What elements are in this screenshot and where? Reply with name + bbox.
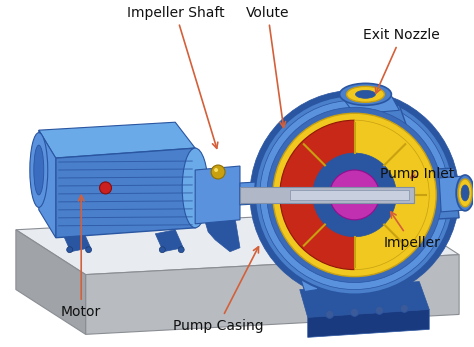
Polygon shape bbox=[56, 148, 195, 238]
Circle shape bbox=[255, 95, 454, 295]
Polygon shape bbox=[16, 210, 459, 274]
Circle shape bbox=[178, 247, 184, 253]
Polygon shape bbox=[240, 180, 295, 205]
Circle shape bbox=[375, 306, 383, 314]
Bar bbox=[290, 190, 410, 200]
Ellipse shape bbox=[346, 86, 384, 102]
Text: Pump Inlet: Pump Inlet bbox=[380, 167, 454, 180]
Circle shape bbox=[273, 113, 436, 277]
Polygon shape bbox=[295, 193, 318, 291]
Polygon shape bbox=[39, 122, 195, 158]
Circle shape bbox=[260, 100, 449, 289]
Circle shape bbox=[100, 182, 111, 194]
Circle shape bbox=[67, 247, 73, 253]
Circle shape bbox=[401, 304, 408, 312]
Polygon shape bbox=[63, 230, 91, 252]
Polygon shape bbox=[342, 92, 400, 114]
Ellipse shape bbox=[30, 133, 48, 208]
Circle shape bbox=[159, 247, 165, 253]
Circle shape bbox=[267, 107, 442, 282]
Circle shape bbox=[329, 170, 379, 220]
Ellipse shape bbox=[461, 185, 469, 201]
Polygon shape bbox=[195, 166, 240, 224]
Text: Volute: Volute bbox=[246, 6, 290, 127]
Polygon shape bbox=[419, 168, 459, 220]
Polygon shape bbox=[155, 230, 183, 252]
Polygon shape bbox=[16, 230, 86, 335]
Circle shape bbox=[326, 311, 334, 319]
Polygon shape bbox=[308, 310, 429, 337]
Circle shape bbox=[250, 90, 459, 299]
Text: Impeller Shaft: Impeller Shaft bbox=[127, 6, 225, 148]
Bar bbox=[240, 187, 414, 203]
Text: Motor: Motor bbox=[61, 195, 101, 319]
Circle shape bbox=[214, 168, 218, 172]
Polygon shape bbox=[300, 281, 429, 318]
Wedge shape bbox=[355, 120, 429, 270]
Polygon shape bbox=[86, 255, 459, 335]
Wedge shape bbox=[280, 120, 355, 270]
Ellipse shape bbox=[339, 83, 392, 105]
Polygon shape bbox=[439, 176, 467, 212]
Text: Pump Casing: Pump Casing bbox=[173, 247, 264, 333]
Circle shape bbox=[211, 165, 225, 179]
Ellipse shape bbox=[34, 145, 44, 195]
Ellipse shape bbox=[356, 90, 375, 98]
Ellipse shape bbox=[182, 148, 208, 228]
Polygon shape bbox=[205, 218, 240, 252]
Ellipse shape bbox=[456, 175, 474, 211]
Circle shape bbox=[351, 308, 358, 316]
Polygon shape bbox=[258, 198, 295, 252]
Text: Impeller: Impeller bbox=[383, 212, 440, 250]
Circle shape bbox=[86, 247, 91, 253]
Polygon shape bbox=[39, 130, 56, 238]
Text: Exit Nozzle: Exit Nozzle bbox=[363, 28, 440, 93]
Ellipse shape bbox=[458, 179, 472, 207]
Circle shape bbox=[313, 153, 396, 237]
Polygon shape bbox=[359, 105, 414, 152]
